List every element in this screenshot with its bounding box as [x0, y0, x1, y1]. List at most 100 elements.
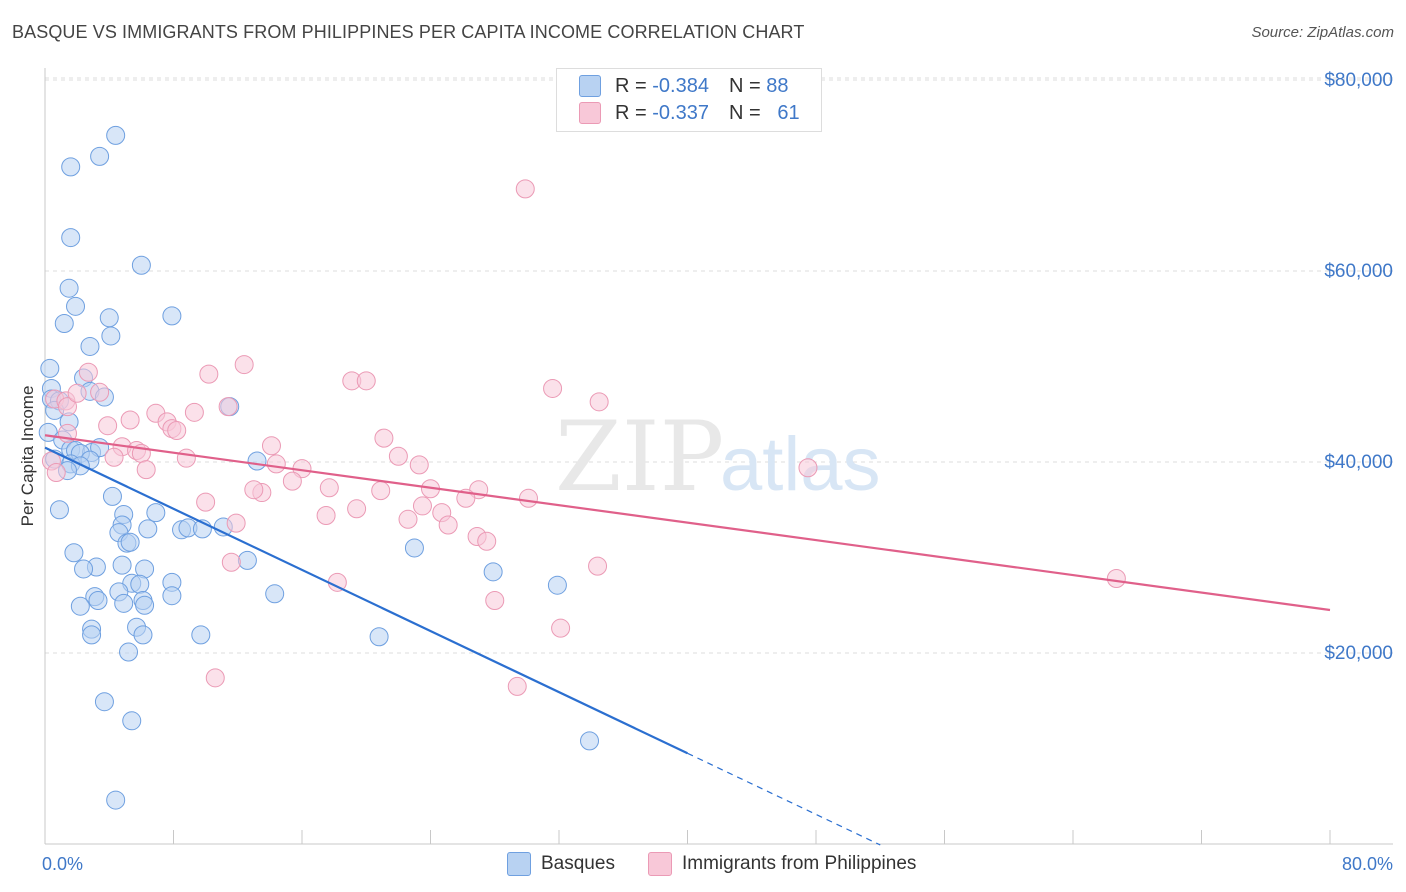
philippines-trend-line — [44, 434, 1331, 612]
philippines-point — [356, 371, 376, 391]
philippines-point — [438, 515, 458, 535]
philippines-point — [477, 531, 497, 551]
basques-point — [369, 627, 389, 647]
series-swatch-basques — [507, 852, 531, 876]
y-tick-label: $60,000 — [1324, 261, 1393, 282]
basques-point — [61, 157, 81, 177]
legend-n-value: 61 — [777, 101, 800, 124]
philippines-point — [136, 460, 156, 480]
x-tick-label-min: 0.0% — [42, 854, 83, 874]
basques-point — [162, 306, 182, 326]
series-name-philippines: Immigrants from Philippines — [682, 853, 917, 874]
philippines-point — [347, 499, 367, 519]
philippines-point — [199, 364, 219, 384]
philippines-point — [518, 488, 538, 508]
basques-point — [66, 296, 86, 316]
series-name-basques: Basques — [541, 853, 615, 874]
basques-point — [131, 255, 151, 275]
philippines-point — [589, 392, 609, 412]
philippines-point — [104, 447, 124, 467]
watermark-zip: ZIP — [555, 401, 724, 513]
philippines-point — [244, 480, 264, 500]
y-tick-label: $20,000 — [1324, 643, 1393, 664]
philippines-point — [176, 448, 196, 468]
series-legend-basques: Basques — [507, 852, 615, 876]
basques-point — [59, 278, 79, 298]
legend-row-basques: R = -0.384 N = 88 — [579, 73, 788, 99]
basques-point — [404, 538, 424, 558]
basques-point — [64, 543, 84, 563]
philippines-point — [282, 471, 302, 491]
basques-point — [135, 595, 155, 615]
basques-point — [102, 486, 122, 506]
legend-swatch-basques — [579, 75, 601, 97]
basques-point — [162, 586, 182, 606]
basques-point — [119, 642, 139, 662]
basques-point — [133, 625, 153, 645]
philippines-point — [515, 179, 535, 199]
philippines-point — [588, 556, 608, 576]
basques-point — [54, 314, 74, 334]
philippines-point — [1106, 569, 1126, 589]
legend-swatch-philippines — [579, 102, 601, 124]
philippines-point — [507, 676, 527, 696]
trend-lines — [44, 434, 1331, 846]
legend-n-value: 88 — [766, 74, 789, 97]
philippines-point — [319, 478, 339, 498]
basques-point — [40, 358, 60, 378]
basques-point — [112, 555, 132, 575]
philippines-point — [46, 463, 66, 483]
philippines-point — [543, 378, 563, 398]
basques-point — [483, 562, 503, 582]
philippines-point — [120, 410, 140, 430]
basques-point — [191, 625, 211, 645]
philippines-point — [371, 481, 391, 501]
y-tick-label: $80,000 — [1324, 70, 1393, 91]
legend-row-philippines: R = -0.337 N = 61 — [579, 100, 800, 126]
legend-r-value: -0.384 — [652, 74, 709, 97]
basques-point — [99, 308, 119, 328]
x-tick-label-max: 80.0% — [1342, 854, 1393, 874]
basques-trend-extension — [687, 752, 881, 846]
source-label: Source: ZipAtlas.com — [1251, 24, 1394, 41]
y-tick-label: $40,000 — [1324, 452, 1393, 473]
y-axis-label: Per Capita Income — [18, 386, 37, 527]
basques-point — [122, 711, 142, 731]
philippines-point — [266, 454, 286, 474]
philippines-point — [485, 590, 505, 610]
data-points — [38, 125, 1126, 810]
philippines-point — [398, 509, 418, 529]
basques-point — [130, 574, 150, 594]
philippines-point — [221, 552, 241, 572]
legend-n-label: N = — [728, 74, 761, 97]
basques-point — [120, 532, 140, 552]
basques-trend-line — [44, 446, 688, 755]
philippines-point — [409, 455, 429, 475]
legend-r-label: R = — [615, 101, 647, 124]
basques-point — [101, 326, 121, 346]
basques-point — [580, 731, 600, 751]
basques-point — [138, 519, 158, 539]
philippines-point — [234, 355, 254, 375]
basques-point — [106, 790, 126, 810]
philippines-point — [226, 513, 246, 533]
philippines-point — [374, 428, 394, 448]
philippines-point — [98, 416, 118, 436]
philippines-point — [316, 505, 336, 525]
basques-point — [61, 228, 81, 248]
basques-point — [49, 500, 69, 520]
axes: $20,000 $40,000 $60,000 $80,000 — [44, 68, 1393, 845]
basques-point — [114, 593, 134, 613]
philippines-point — [205, 668, 225, 688]
basques-point — [88, 590, 108, 610]
philippines-point — [388, 446, 408, 466]
legend-r-value: -0.337 — [652, 101, 709, 124]
basques-point — [94, 692, 114, 712]
legend-r-label: R = — [615, 74, 647, 97]
basques-point — [80, 336, 100, 356]
philippines-point — [551, 618, 571, 638]
watermark: ZIP atlas — [555, 401, 881, 513]
series-legend: Basques Immigrants from Philippines — [0, 852, 1406, 878]
philippines-point — [90, 382, 110, 402]
